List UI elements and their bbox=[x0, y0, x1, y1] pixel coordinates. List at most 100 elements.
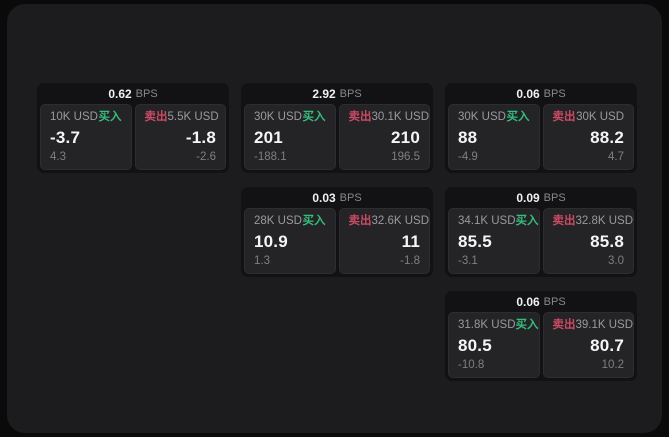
bps-unit-label: BPS bbox=[135, 87, 158, 100]
buy-cell-top: 28K USD 买入 bbox=[254, 215, 326, 228]
buy-price: 201 bbox=[254, 128, 283, 147]
quote-card-body: 30K USD 买入 88 -4.9 卖出 30K USD 88.2 4.7 bbox=[448, 104, 634, 170]
app-panel: 0.62 BPS 10K USD 买入 -3.7 4.3 卖出 5.5K USD… bbox=[7, 4, 662, 433]
sell-side-label: 卖出 bbox=[144, 111, 168, 123]
buy-cell[interactable]: 34.1K USD 买入 85.5 -3.1 bbox=[448, 208, 540, 274]
sell-price: 80.7 bbox=[590, 336, 624, 355]
sell-price: 88.2 bbox=[590, 128, 624, 147]
buy-price: 80.5 bbox=[458, 336, 492, 355]
buy-change: 1.3 bbox=[254, 255, 270, 267]
quote-card: 0.62 BPS 10K USD 买入 -3.7 4.3 卖出 5.5K USD… bbox=[37, 83, 229, 173]
buy-side-label: 买入 bbox=[302, 215, 326, 227]
quote-card-body: 30K USD 买入 201 -188.1 卖出 30.1K USD 210 1… bbox=[244, 104, 430, 170]
bps-unit-label: BPS bbox=[339, 87, 362, 100]
sell-size-label: 5.5K USD bbox=[167, 111, 219, 123]
quote-card-body: 31.8K USD 买入 80.5 -10.8 卖出 39.1K USD 80.… bbox=[448, 312, 634, 378]
spread-header: 2.92 BPS bbox=[244, 83, 430, 104]
buy-change: -10.8 bbox=[458, 359, 485, 371]
sell-size-label: 32.6K USD bbox=[371, 215, 430, 227]
sell-side-label: 卖出 bbox=[552, 111, 576, 123]
buy-size-label: 31.8K USD bbox=[458, 319, 516, 331]
spread-value: 0.03 bbox=[312, 190, 336, 205]
buy-cell[interactable]: 10K USD 买入 -3.7 4.3 bbox=[40, 104, 132, 170]
sell-side-label: 卖出 bbox=[552, 215, 576, 227]
sell-cell-top: 卖出 39.1K USD bbox=[552, 319, 634, 332]
quote-card: 2.92 BPS 30K USD 买入 201 -188.1 卖出 30.1K … bbox=[241, 83, 433, 173]
sell-cell[interactable]: 卖出 39.1K USD 80.7 10.2 bbox=[542, 312, 634, 378]
buy-cell-top: 30K USD 买入 bbox=[458, 111, 530, 124]
sell-change: 4.7 bbox=[608, 151, 624, 163]
sell-cell-top: 卖出 32.6K USD bbox=[348, 215, 430, 228]
spread-value: 0.09 bbox=[516, 190, 540, 205]
buy-size-label: 30K USD bbox=[458, 111, 506, 123]
buy-side-label: 买入 bbox=[506, 111, 530, 123]
buy-cell[interactable]: 31.8K USD 买入 80.5 -10.8 bbox=[448, 312, 540, 378]
sell-size-label: 30.1K USD bbox=[371, 111, 430, 123]
buy-size-label: 10K USD bbox=[50, 111, 98, 123]
spread-value: 0.06 bbox=[516, 86, 540, 101]
sell-cell-top: 卖出 30K USD bbox=[553, 111, 625, 124]
sell-price: 85.8 bbox=[590, 232, 624, 251]
spread-value: 2.92 bbox=[312, 86, 336, 101]
spread-header: 0.06 BPS bbox=[448, 291, 634, 312]
sell-cell-top: 卖出 5.5K USD bbox=[144, 111, 219, 124]
buy-change: -4.9 bbox=[458, 151, 478, 163]
buy-cell-top: 34.1K USD 买入 bbox=[458, 215, 539, 228]
buy-side-label: 买入 bbox=[515, 215, 539, 227]
sell-cell-top: 卖出 30.1K USD bbox=[348, 111, 430, 124]
buy-cell-top: 31.8K USD 买入 bbox=[458, 319, 539, 332]
sell-cell[interactable]: 卖出 32.8K USD 85.8 3.0 bbox=[542, 208, 634, 274]
sell-side-label: 卖出 bbox=[348, 111, 372, 123]
bps-unit-label: BPS bbox=[543, 191, 566, 204]
spread-header: 0.62 BPS bbox=[40, 83, 226, 104]
buy-cell-top: 10K USD 买入 bbox=[50, 111, 122, 124]
sell-cell[interactable]: 卖出 30.1K USD 210 196.5 bbox=[338, 104, 430, 170]
buy-price: -3.7 bbox=[50, 128, 81, 147]
quote-card: 0.06 BPS 30K USD 买入 88 -4.9 卖出 30K USD 8… bbox=[445, 83, 637, 173]
quote-card: 0.03 BPS 28K USD 买入 10.9 1.3 卖出 32.6K US… bbox=[241, 187, 433, 277]
quote-card-body: 10K USD 买入 -3.7 4.3 卖出 5.5K USD -1.8 -2.… bbox=[40, 104, 226, 170]
buy-size-label: 34.1K USD bbox=[458, 215, 516, 227]
bps-unit-label: BPS bbox=[339, 191, 362, 204]
buy-cell[interactable]: 30K USD 买入 201 -188.1 bbox=[244, 104, 336, 170]
buy-price: 10.9 bbox=[254, 232, 288, 251]
sell-cell[interactable]: 卖出 32.6K USD 11 -1.8 bbox=[338, 208, 430, 274]
spread-header: 0.03 BPS bbox=[244, 187, 430, 208]
sell-change: -1.8 bbox=[400, 255, 420, 267]
spread-header: 0.09 BPS bbox=[448, 187, 634, 208]
buy-size-label: 28K USD bbox=[254, 215, 302, 227]
quote-card-grid: 0.62 BPS 10K USD 买入 -3.7 4.3 卖出 5.5K USD… bbox=[37, 83, 637, 381]
buy-side-label: 买入 bbox=[515, 319, 539, 331]
sell-side-label: 卖出 bbox=[552, 319, 576, 331]
sell-change: 196.5 bbox=[391, 151, 420, 163]
sell-cell[interactable]: 卖出 30K USD 88.2 4.7 bbox=[542, 104, 634, 170]
sell-change: -2.6 bbox=[196, 151, 216, 163]
buy-cell[interactable]: 28K USD 买入 10.9 1.3 bbox=[244, 208, 336, 274]
sell-cell[interactable]: 卖出 5.5K USD -1.8 -2.6 bbox=[134, 104, 226, 170]
quote-card: 0.06 BPS 31.8K USD 买入 80.5 -10.8 卖出 39.1… bbox=[445, 291, 637, 381]
spread-header: 0.06 BPS bbox=[448, 83, 634, 104]
buy-change: -3.1 bbox=[458, 255, 478, 267]
sell-change: 10.2 bbox=[601, 359, 624, 371]
bps-unit-label: BPS bbox=[543, 87, 566, 100]
spread-value: 0.06 bbox=[516, 294, 540, 309]
bps-unit-label: BPS bbox=[543, 295, 566, 308]
sell-price: 11 bbox=[401, 232, 420, 251]
quote-card: 0.09 BPS 34.1K USD 买入 85.5 -3.1 卖出 32.8K… bbox=[445, 187, 637, 277]
spread-value: 0.62 bbox=[108, 86, 132, 101]
buy-side-label: 买入 bbox=[302, 111, 326, 123]
sell-size-label: 32.8K USD bbox=[575, 215, 634, 227]
buy-price: 88 bbox=[458, 128, 478, 147]
sell-price: 210 bbox=[391, 128, 420, 147]
buy-cell-top: 30K USD 买入 bbox=[254, 111, 326, 124]
sell-size-label: 39.1K USD bbox=[575, 319, 634, 331]
sell-side-label: 卖出 bbox=[348, 215, 372, 227]
buy-change: 4.3 bbox=[50, 151, 66, 163]
sell-price: -1.8 bbox=[185, 128, 216, 147]
buy-cell[interactable]: 30K USD 买入 88 -4.9 bbox=[448, 104, 540, 170]
sell-cell-top: 卖出 32.8K USD bbox=[552, 215, 634, 228]
sell-size-label: 30K USD bbox=[576, 111, 624, 123]
buy-size-label: 30K USD bbox=[254, 111, 302, 123]
quote-card-body: 34.1K USD 买入 85.5 -3.1 卖出 32.8K USD 85.8… bbox=[448, 208, 634, 274]
buy-price: 85.5 bbox=[458, 232, 492, 251]
